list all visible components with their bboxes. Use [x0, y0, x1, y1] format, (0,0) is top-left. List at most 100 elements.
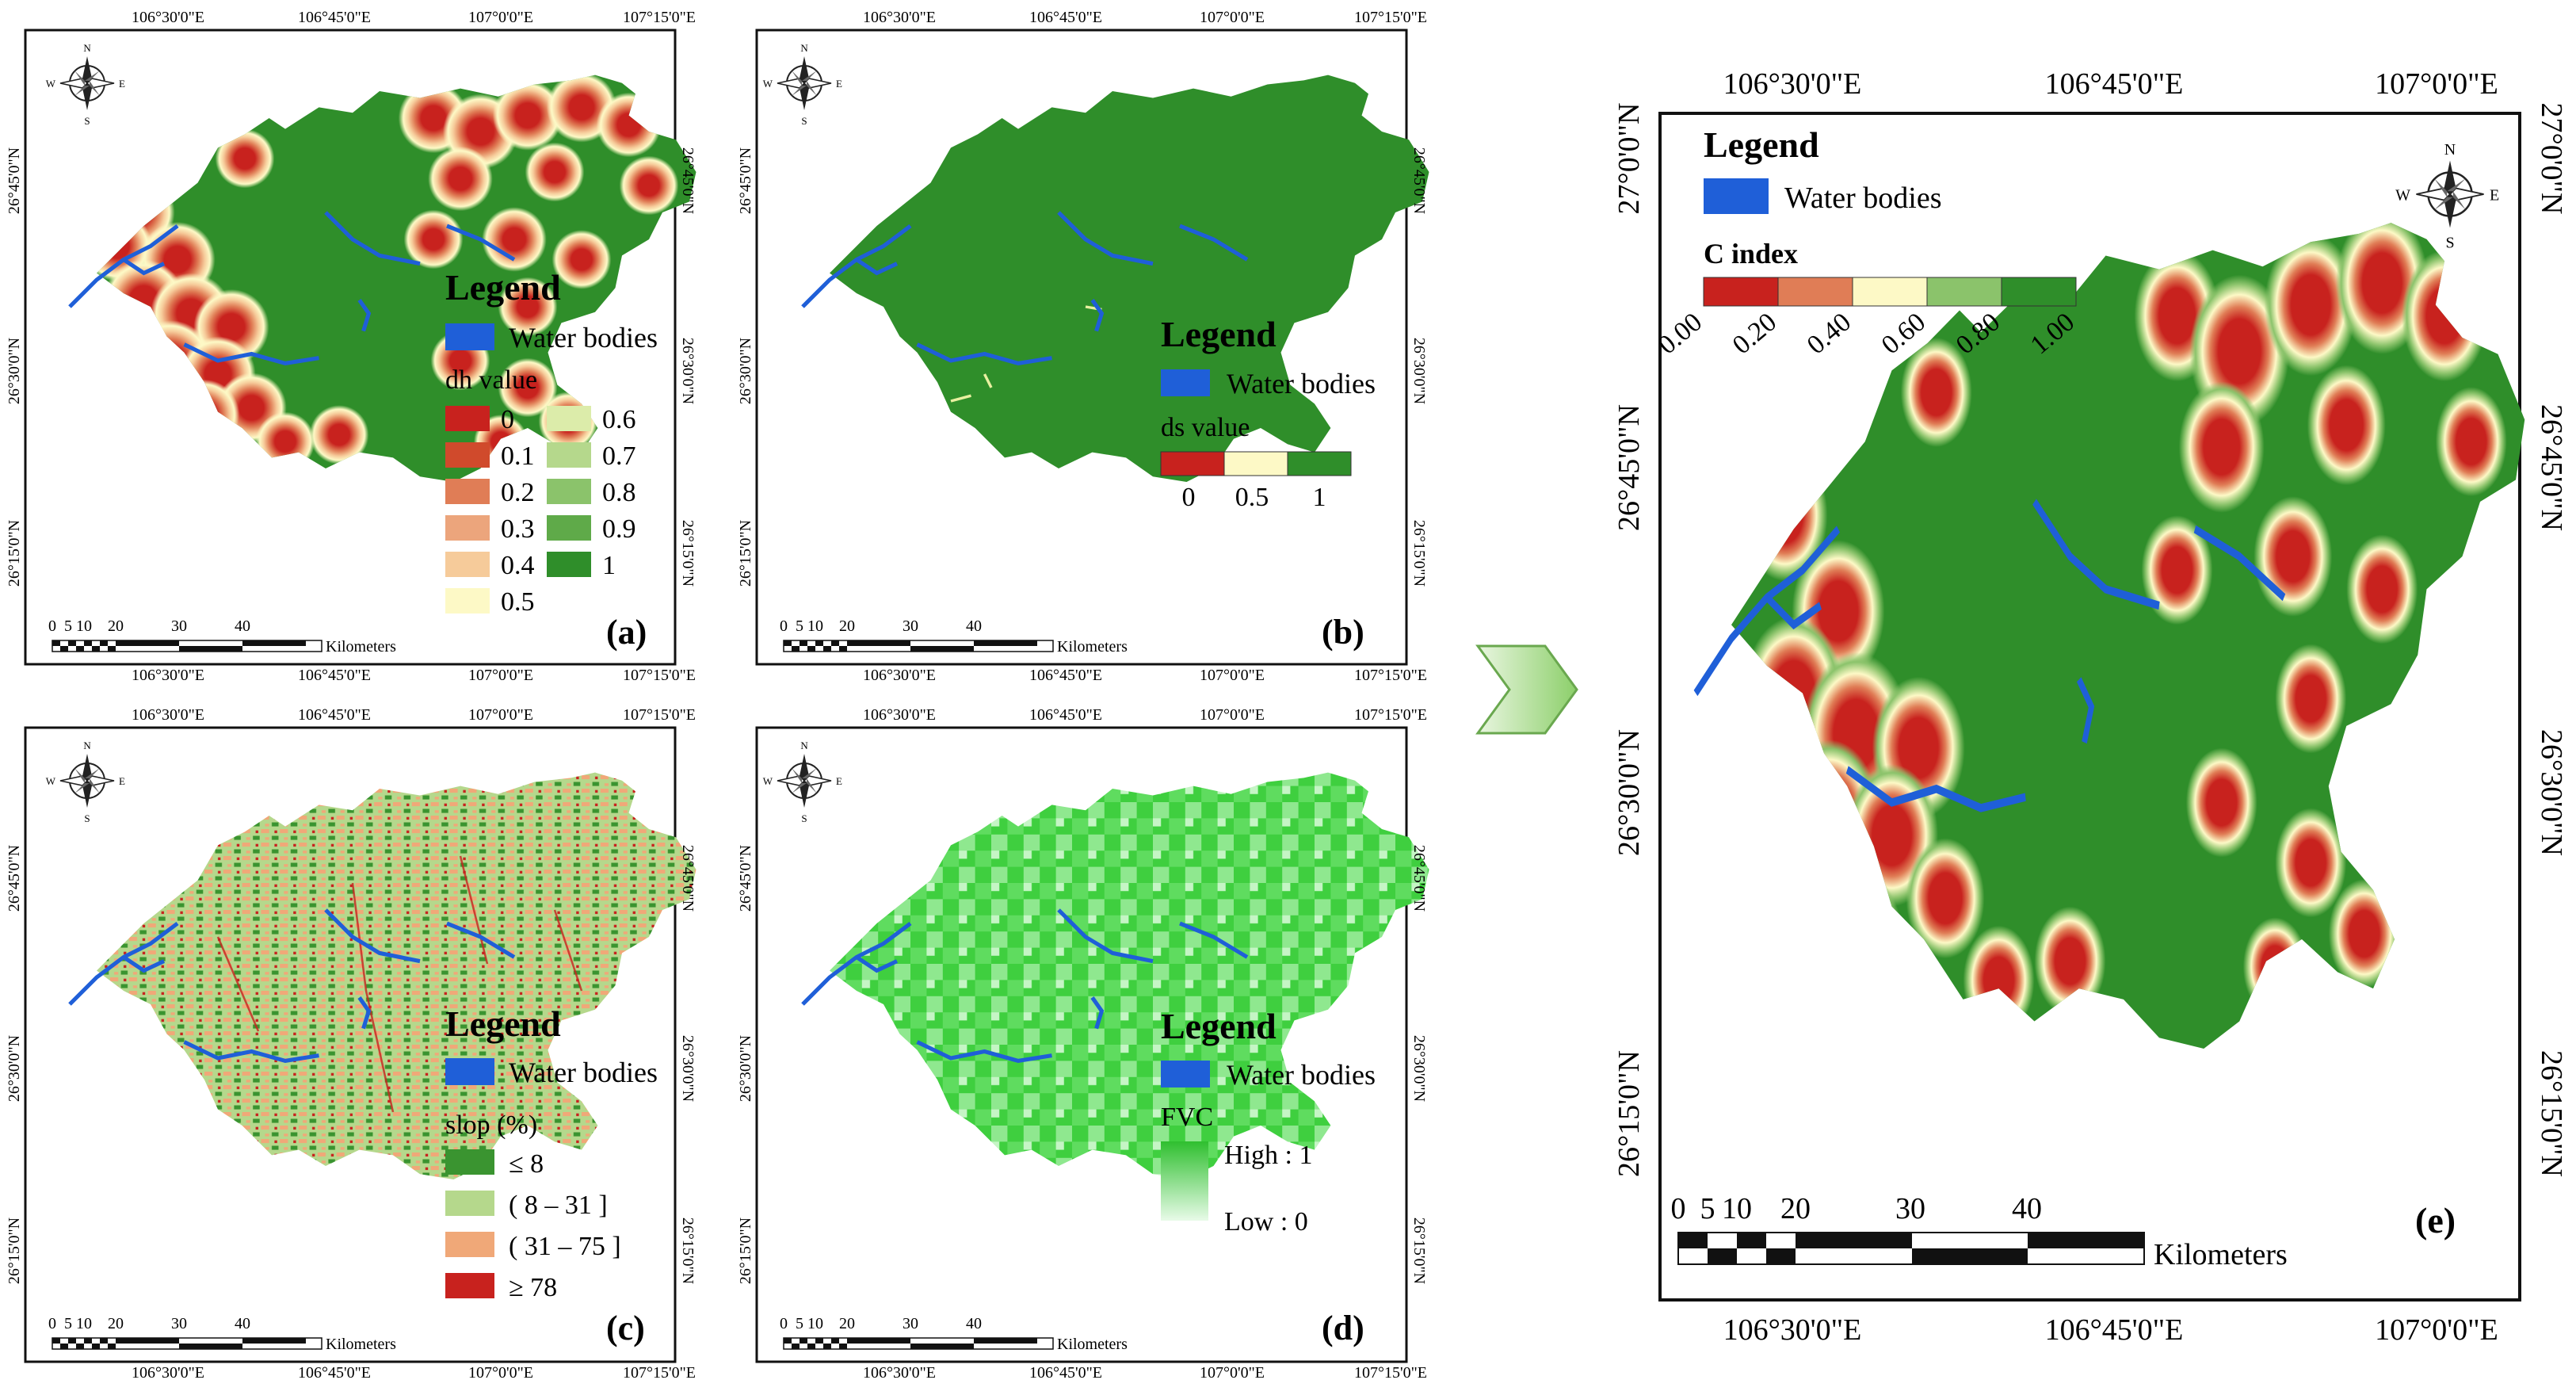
panel-d-high-label: High : 1 — [1224, 1141, 1312, 1170]
scale-tick-label: 30 — [171, 617, 187, 635]
panel-b-field-title: ds value — [1161, 413, 1250, 442]
slope-class-swatch — [445, 1273, 494, 1298]
lon-label-bottom: 106°45'0"E — [1029, 1364, 1102, 1382]
cindex-ramp-segment — [2001, 277, 2077, 307]
svg-text:S: S — [84, 115, 90, 127]
panel-b-letter: (b) — [1322, 613, 1364, 652]
lon-label-bottom: 107°15'0"E — [1354, 1364, 1427, 1382]
svg-text:E: E — [836, 775, 842, 787]
scale-tick-label: 40 — [966, 617, 982, 635]
lon-label-top: 107°0'0"E — [1200, 706, 1265, 724]
scalebar-segment — [823, 1344, 831, 1349]
lon-label-top: 106°45'0"E — [298, 9, 371, 26]
scalebar-segment — [100, 640, 108, 646]
scalebar-segment — [800, 1338, 807, 1344]
lat-label-left: 26°30'0"N — [737, 338, 754, 404]
lat-label-left: 26°45'0"N — [737, 845, 754, 912]
lat-label-right: 26°30'0"N — [679, 338, 696, 404]
panel-b: N S E W Legend Water bodies ds value 0 0.… — [755, 29, 1429, 666]
lat-label-left: 26°15'0"N — [737, 520, 754, 587]
scale-tick-label: 5 — [796, 617, 803, 635]
panel-e-compass: N S E W — [2395, 141, 2499, 252]
svg-text:E: E — [119, 775, 125, 787]
panel-e-legend-title: Legend — [1704, 124, 1819, 165]
big-scalebar-segment — [1766, 1248, 1796, 1264]
scalebar-segment — [116, 1338, 179, 1344]
panel-a-class-list: 0 0.1 0.2 0.3 0.4 0.5 0.6 0.7 0.8 0.9 1 — [445, 405, 636, 617]
panel-e-graticule: 106°30'0"E 106°30'0"E 106°45'0"E 106°45'0"E… — [1612, 67, 2568, 1347]
panel-c-water-label: Water bodies — [509, 1057, 658, 1088]
scale-tick-label: 10 — [807, 617, 823, 635]
slope-class-swatch — [445, 1191, 494, 1216]
scalebar-segment — [76, 646, 84, 652]
lon-label-top: 107°0'0"E — [1200, 9, 1265, 26]
dh-class-swatch — [445, 515, 490, 541]
panel-e-water-swatch — [1704, 178, 1769, 214]
scalebar-segment — [807, 1344, 815, 1349]
lat-label-left: 26°30'0"N — [6, 338, 23, 404]
panel-c-compass: N S E W — [46, 740, 125, 824]
scale-tick-label: 20 — [839, 1315, 855, 1332]
big-lat-label-left: 26°15'0"N — [1612, 1050, 1646, 1177]
scalebar-segment — [815, 1338, 823, 1344]
lon-label-bottom: 106°30'0"E — [863, 1364, 936, 1382]
panel-d-compass: N S E W — [763, 740, 842, 824]
lon-label-top: 107°0'0"E — [468, 706, 533, 724]
dh-class-swatch — [547, 442, 591, 468]
lon-label-bottom: 106°45'0"E — [1029, 667, 1102, 684]
big-lat-label-left: 26°45'0"N — [1612, 404, 1646, 531]
scalebar-segment — [100, 1338, 108, 1344]
scalebar-segment — [84, 1338, 92, 1344]
panel-e-ramp: 0.00 0.20 0.40 0.60 0.80 1.00 — [1653, 277, 2080, 360]
scalebar-segment — [179, 1344, 242, 1349]
dh-class-swatch — [445, 552, 490, 577]
dh-class-label: 0.5 — [501, 587, 535, 617]
lon-label-bottom: 106°45'0"E — [298, 1364, 371, 1382]
lat-label-left: 26°45'0"N — [737, 147, 754, 214]
big-scalebar-segment — [1737, 1233, 1766, 1248]
svg-text:W: W — [2395, 187, 2410, 204]
scale-tick-label: 0 — [48, 1315, 56, 1332]
lat-label-right: 26°30'0"N — [1410, 1035, 1428, 1102]
dh-class-label: 0.1 — [501, 441, 535, 471]
panel-c: N S E W Legend Water bodies slop (%) ≤ 8… — [24, 726, 696, 1363]
scale-tick-label: 10 — [807, 1315, 823, 1332]
big-lon-label-top: 106°45'0"E — [2045, 67, 2184, 101]
panel-a: N S E W Legend Water bodies dh value 0 0.… — [24, 29, 696, 666]
scale-tick-label: 0 — [780, 617, 788, 635]
big-scalebar-segment — [1796, 1233, 1912, 1248]
lon-label-top: 106°45'0"E — [1029, 706, 1102, 724]
slope-class-label: ≥ 78 — [509, 1273, 557, 1302]
lon-label-bottom: 106°30'0"E — [863, 667, 936, 684]
scalebar-segment — [784, 1338, 792, 1344]
scalebar-segment — [839, 1344, 847, 1349]
dh-class-swatch — [445, 479, 490, 504]
dh-class-swatch — [547, 479, 591, 504]
scalebar-segment — [52, 1338, 60, 1344]
svg-text:E: E — [2490, 187, 2499, 204]
scalebar-segment — [116, 640, 179, 646]
big-lat-label-right: 26°45'0"N — [2535, 404, 2568, 531]
cindex-ramp-segment — [1703, 277, 1779, 307]
scale-unit-label: Kilometers — [1057, 1336, 1128, 1353]
scalebar-segment — [52, 640, 60, 646]
dh-class-swatch — [547, 515, 591, 541]
svg-text:N: N — [2444, 141, 2456, 159]
panel-e-water-label: Water bodies — [1784, 182, 1941, 215]
lat-label-right: 26°15'0"N — [1410, 1217, 1428, 1284]
svg-text:W: W — [46, 78, 56, 90]
svg-text:S: S — [801, 115, 807, 127]
scale-tick-label: 5 — [64, 1315, 72, 1332]
scalebar-segment — [974, 1338, 1037, 1344]
lat-label-left: 26°30'0"N — [6, 1035, 23, 1102]
scale-tick-label: 20 — [108, 617, 124, 635]
big-lon-label-bottom: 106°45'0"E — [2045, 1313, 2184, 1347]
panel-a-legend-title: Legend — [445, 267, 561, 308]
scale-tick-label: 40 — [235, 617, 250, 635]
slope-class-label: ( 8 – 31 ] — [509, 1191, 608, 1220]
big-lat-label-left: 27°0'0"N — [1612, 103, 1646, 215]
lon-label-top: 106°45'0"E — [298, 706, 371, 724]
big-scale-unit-label: Kilometers — [2154, 1238, 2288, 1271]
scalebar-segment — [84, 640, 92, 646]
scalebar-segment — [60, 646, 68, 652]
